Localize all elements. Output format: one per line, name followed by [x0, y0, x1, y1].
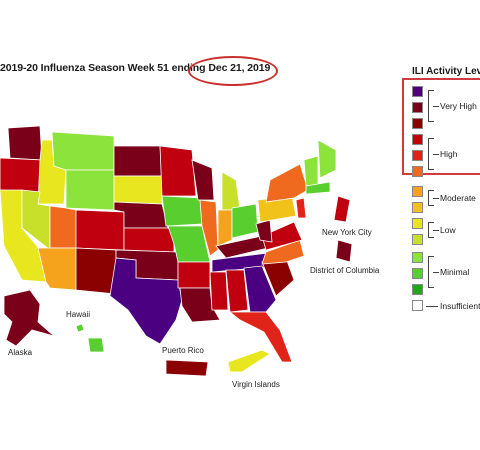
- territory-puerto-rico: [165, 359, 209, 377]
- legend-swatch-h1: [412, 134, 423, 145]
- territory-dc: [335, 239, 353, 263]
- state-illinois: [199, 199, 219, 257]
- legend-tick-minimal: [433, 272, 439, 273]
- state-oregon: [0, 157, 43, 193]
- state-vermont-nh: [303, 155, 319, 187]
- legend-tick-very-high: [433, 106, 439, 107]
- state-south-dakota: [113, 175, 163, 205]
- state-louisiana: [179, 287, 221, 323]
- state-montana: [51, 131, 115, 171]
- state-north-dakota: [113, 145, 163, 177]
- legend-tick-insufficient: [426, 306, 438, 307]
- legend-swatch-mi2: [412, 268, 423, 279]
- state-hawaii-island: [87, 337, 105, 353]
- state-florida: [228, 311, 293, 363]
- legend-swatch-vh3: [412, 118, 423, 129]
- legend-swatch-mi3: [412, 284, 423, 295]
- territory-new-york-city: [333, 195, 351, 223]
- legend-tick-high: [433, 154, 439, 155]
- state-massachusetts: [305, 181, 331, 195]
- state-wisconsin: [191, 159, 215, 201]
- date-highlight-circle: [188, 56, 278, 86]
- title-text: 2019-20 Influenza Season Week 51 ending: [0, 62, 206, 74]
- legend-bracket-very-high: [428, 90, 434, 122]
- label-new-york-city: New York City: [322, 228, 372, 237]
- state-alaska: [3, 289, 55, 347]
- state-georgia: [243, 265, 277, 313]
- label-puerto-rico: Puerto Rico: [162, 346, 204, 355]
- state-texas: [109, 257, 183, 345]
- state-ohio: [231, 203, 259, 239]
- state-virginia: [261, 221, 303, 251]
- label-alaska: Alaska: [8, 348, 33, 357]
- legend-swatch-insufficient: [412, 300, 423, 311]
- state-hawaii: [75, 323, 85, 333]
- legend-label-low: Low: [440, 225, 456, 235]
- territory-virgin-islands: [227, 349, 271, 373]
- state-new-mexico: [75, 247, 117, 295]
- legend-tick-low: [433, 230, 439, 231]
- state-iowa: [161, 195, 203, 227]
- state-new-york: [265, 163, 309, 203]
- state-indiana: [217, 209, 233, 247]
- legend-label-high: High: [440, 149, 458, 159]
- state-new-jersey: [295, 197, 307, 219]
- state-arizona: [37, 247, 77, 291]
- legend-swatch-vh1: [412, 86, 423, 97]
- legend-label-minimal: Minimal: [440, 267, 470, 277]
- state-michigan: [221, 171, 241, 211]
- state-alabama: [225, 269, 249, 313]
- state-minnesota: [159, 145, 197, 197]
- legend-bracket-high: [428, 138, 434, 170]
- state-arkansas: [177, 261, 211, 289]
- state-maine: [317, 139, 337, 179]
- legend-swatch-l2: [412, 234, 423, 245]
- label-virgin-islands: Virgin Islands: [232, 380, 280, 389]
- legend-bracket-low: [428, 222, 434, 238]
- state-utah: [49, 205, 77, 249]
- legend-swatch-h2: [412, 150, 423, 161]
- legend-title: ILI Activity Lev: [412, 66, 480, 77]
- legend-swatch-m1: [412, 186, 423, 197]
- legend-swatch-h3: [412, 166, 423, 177]
- legend-bracket-moderate: [428, 190, 434, 206]
- state-washington: [7, 125, 43, 161]
- legend-swatch-vh2: [412, 102, 423, 113]
- label-district-of-columbia: District of Columbia: [310, 266, 380, 275]
- state-wyoming: [65, 169, 115, 211]
- legend-label-moderate: Moderate: [440, 193, 476, 203]
- legend-bracket-minimal: [428, 256, 434, 288]
- legend-highlight-box: [402, 78, 480, 175]
- state-kansas: [123, 227, 175, 253]
- legend-tick-moderate: [433, 198, 439, 199]
- legend-label-insufficient: Insufficient: [440, 301, 480, 311]
- state-mississippi: [209, 271, 229, 311]
- legend-label-very-high: Very High: [440, 101, 477, 111]
- state-colorado: [75, 209, 125, 251]
- legend-swatch-m2: [412, 202, 423, 213]
- legend-swatch-mi1: [412, 252, 423, 263]
- legend-swatch-l1: [412, 218, 423, 229]
- label-hawaii: Hawaii: [66, 310, 91, 319]
